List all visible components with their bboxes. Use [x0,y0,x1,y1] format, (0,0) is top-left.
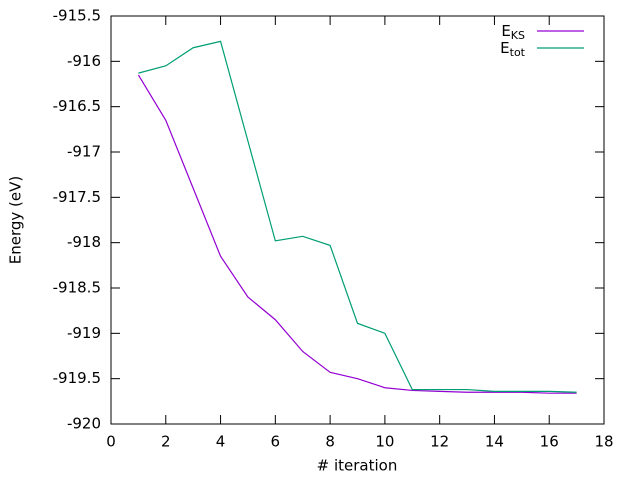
y-tick-label: -916 [67,52,101,70]
y-tick-label: -917.5 [53,188,101,206]
x-tick-label: 6 [271,433,281,451]
x-tick-label: 4 [216,433,226,451]
x-tick-label: 8 [325,433,335,451]
y-axis-label: Energy (eV) [7,176,25,264]
y-tick-label: -917 [67,143,101,161]
y-tick-label: -918 [67,233,101,251]
y-tick-label: -919 [67,324,101,342]
x-tick-label: 18 [594,433,613,451]
x-tick-label: 16 [540,433,559,451]
plot-frame [110,15,605,425]
y-tick-label: -915.5 [53,7,101,25]
y-tick-label: -918.5 [53,279,101,297]
x-tick-label: 12 [430,433,449,451]
x-axis-label: # iteration [317,457,398,475]
y-tick-label: -919.5 [53,369,101,387]
x-tick-label: 2 [161,433,171,451]
legend-label: EKS [501,22,525,43]
x-tick-label: 10 [375,433,394,451]
x-tick-label: 14 [485,433,504,451]
data-line [137,74,577,394]
legend-label: Etot [500,39,526,60]
data-line [138,40,577,393]
x-tick-label: 0 [106,433,116,451]
y-tick-label: -916.5 [53,97,101,115]
y-tick-label: -920 [67,415,101,433]
